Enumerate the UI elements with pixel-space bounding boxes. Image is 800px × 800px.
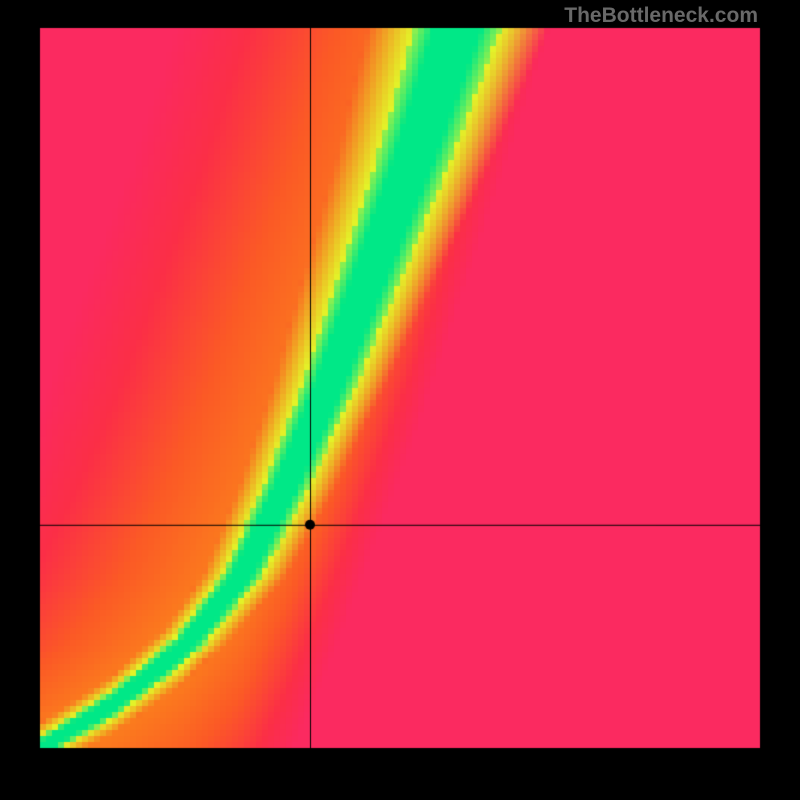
watermark-text: TheBottleneck.com <box>564 4 758 28</box>
heatmap-chart <box>0 0 800 800</box>
